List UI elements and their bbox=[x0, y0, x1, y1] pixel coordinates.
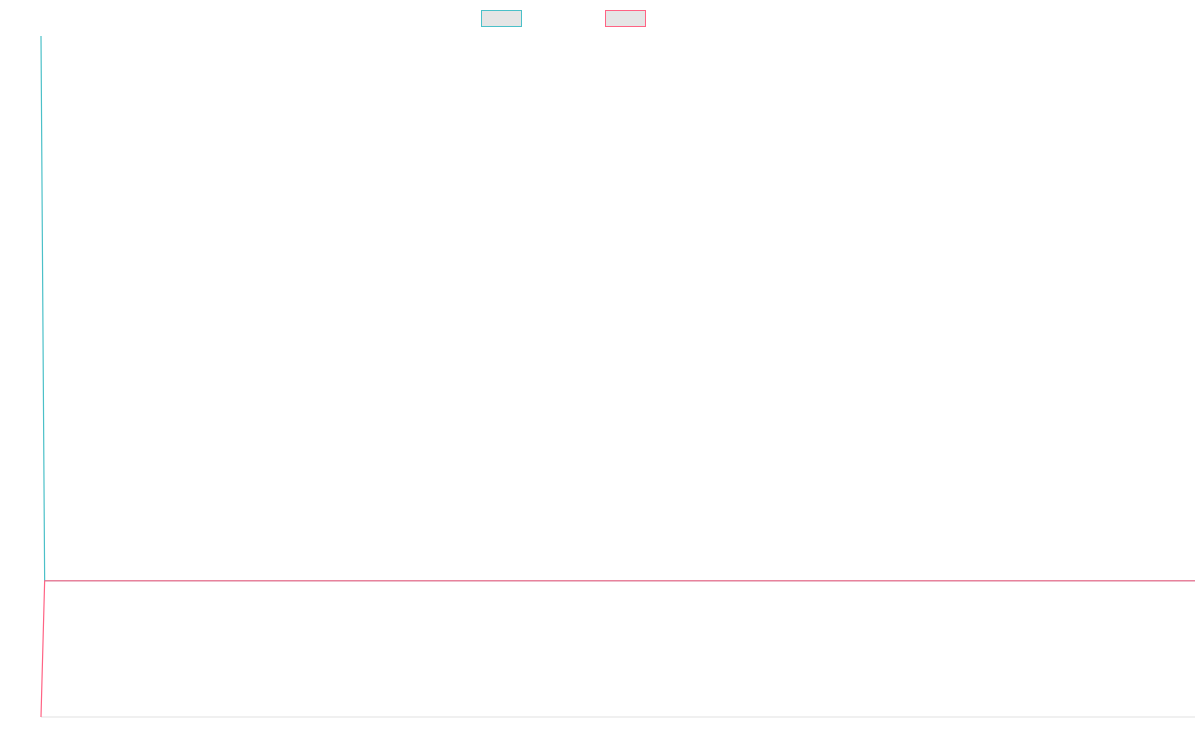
legend-swatch-series-1 bbox=[481, 10, 522, 27]
series-line-2 bbox=[40, 580, 1195, 718]
series-line-1 bbox=[40, 35, 1195, 582]
legend-swatch-series-2 bbox=[605, 10, 646, 27]
